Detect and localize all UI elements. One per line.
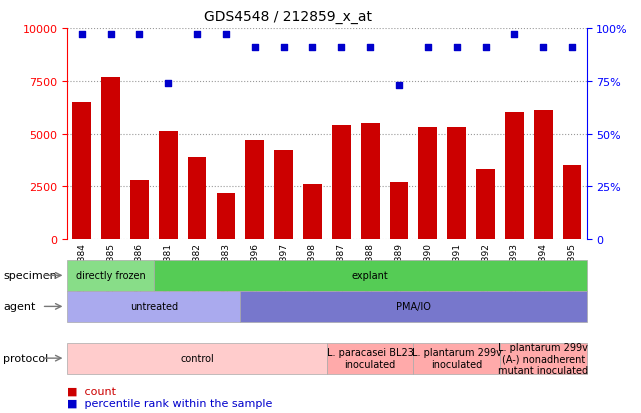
Text: L. plantarum 299v
(A-) nonadherent
mutant inoculated: L. plantarum 299v (A-) nonadherent mutan… [498, 342, 588, 375]
Text: L. plantarum 299v
inoculated: L. plantarum 299v inoculated [412, 347, 502, 369]
Bar [72, 102, 91, 240]
Point [249, 45, 260, 51]
Bar [563, 166, 581, 240]
Bar [505, 113, 524, 240]
Point [423, 45, 433, 51]
Bar [361, 124, 379, 240]
Text: L. paracasei BL23
inoculated: L. paracasei BL23 inoculated [327, 347, 413, 369]
Text: protocol: protocol [3, 353, 49, 363]
Point [221, 32, 231, 38]
Text: ■  count: ■ count [67, 385, 116, 395]
Point [451, 45, 462, 51]
Point [336, 45, 346, 51]
Text: directly frozen: directly frozen [76, 271, 146, 281]
Text: control: control [180, 353, 214, 363]
Bar [476, 170, 495, 240]
Bar [130, 180, 149, 240]
Point [509, 32, 519, 38]
Point [77, 32, 87, 38]
Bar [447, 128, 466, 240]
Point [307, 45, 317, 51]
Bar [274, 151, 293, 240]
Bar [390, 183, 408, 240]
Point [538, 45, 548, 51]
Bar [159, 132, 178, 240]
Text: PMA/IO: PMA/IO [396, 301, 431, 312]
Point [481, 45, 491, 51]
Point [278, 45, 288, 51]
Bar [188, 157, 206, 240]
Point [365, 45, 376, 51]
Bar [419, 128, 437, 240]
Bar [303, 185, 322, 240]
Text: explant: explant [352, 271, 388, 281]
Bar [332, 126, 351, 240]
Point [567, 45, 577, 51]
Point [192, 32, 203, 38]
Point [135, 32, 145, 38]
Bar [217, 193, 235, 240]
Text: specimen: specimen [3, 271, 57, 281]
Text: untreated: untreated [129, 301, 178, 312]
Text: agent: agent [3, 301, 36, 312]
Bar [246, 140, 264, 240]
Point [394, 83, 404, 89]
Text: ■  percentile rank within the sample: ■ percentile rank within the sample [67, 398, 272, 408]
Point [105, 32, 115, 38]
Bar [101, 77, 120, 240]
Point [163, 81, 173, 87]
Text: GDS4548 / 212859_x_at: GDS4548 / 212859_x_at [204, 10, 372, 24]
Bar [534, 111, 553, 240]
